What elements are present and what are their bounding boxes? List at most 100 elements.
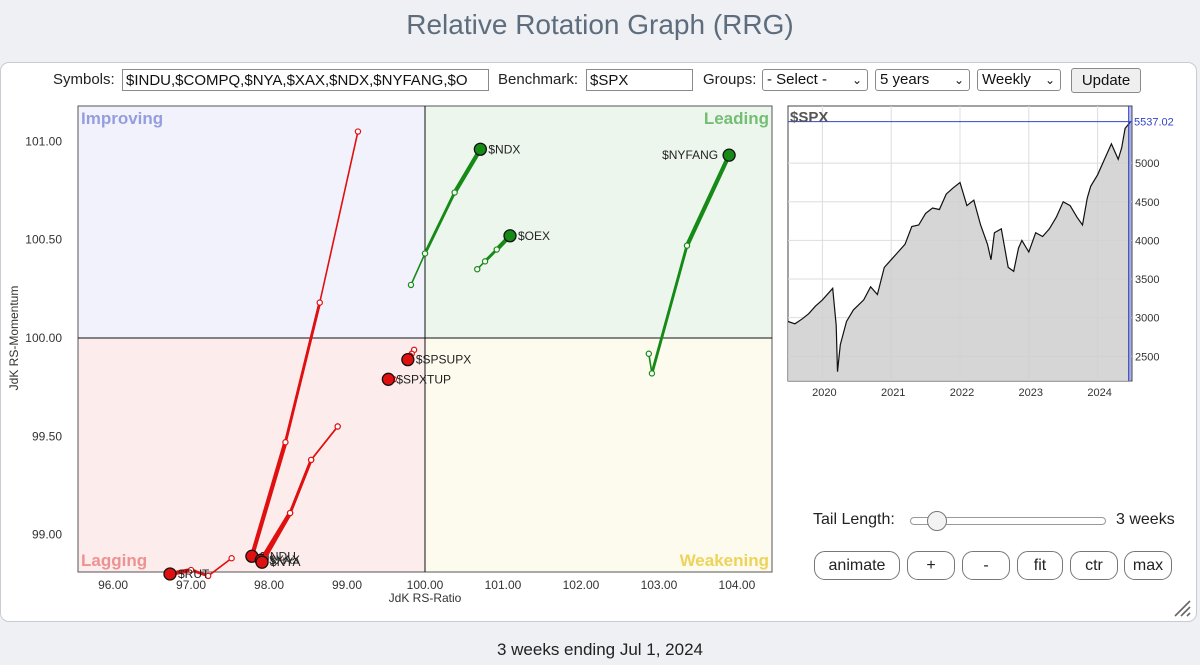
spx-x-tick-label: 2021 bbox=[881, 387, 905, 399]
y-axis-label: JdK RS-Momentum bbox=[7, 286, 21, 391]
y-tick-label: 100.00 bbox=[25, 331, 62, 345]
head-point bbox=[722, 148, 736, 162]
tail-segment bbox=[310, 425, 339, 461]
series-label: $NYA bbox=[270, 555, 300, 569]
spx-x-tick-label: 2020 bbox=[812, 387, 836, 399]
tail-point bbox=[474, 265, 481, 273]
series-label: $RUT bbox=[178, 567, 210, 581]
spx-area bbox=[788, 121, 1131, 381]
tail-point bbox=[481, 258, 489, 265]
x-tick-label: 100.00 bbox=[407, 578, 444, 592]
benchmark-label: Benchmark: bbox=[498, 71, 579, 88]
series-rut: $RUT bbox=[163, 555, 235, 581]
rrg-series: $NDX$OEX$NYFANG$SPSUPX$SPXTUP$INDU$XAX$N… bbox=[163, 128, 736, 581]
head-point bbox=[473, 142, 488, 156]
tail-point bbox=[648, 370, 656, 377]
head-point bbox=[401, 352, 415, 367]
period-select-value: 5 years bbox=[880, 71, 930, 88]
animate-button[interactable]: animate bbox=[814, 551, 900, 580]
tail-point bbox=[407, 281, 415, 289]
max-button[interactable]: max bbox=[1124, 551, 1172, 580]
tail-point bbox=[451, 189, 458, 196]
quadrant-label-weakening: Weakening bbox=[680, 551, 769, 570]
period-caption: 3 weeks ending Jul 1, 2024 bbox=[496, 640, 704, 659]
tail-segment bbox=[249, 440, 288, 559]
series-spsupx: $SPSUPX bbox=[401, 346, 471, 367]
tail-point bbox=[334, 423, 341, 430]
spx-y-tick-label: 4000 bbox=[1135, 235, 1159, 247]
tail-segment bbox=[650, 244, 689, 375]
y-tick-label: 100.50 bbox=[25, 233, 62, 247]
tail-segment bbox=[288, 458, 313, 515]
quadrant-label-improving: Improving bbox=[81, 109, 163, 128]
rrg-axes: 96.00 97.00 98.00 99.00 100.00 101.00 102.00 10… bbox=[7, 134, 756, 605]
y-tick-label: 99.00 bbox=[32, 528, 62, 542]
zoom-out-button[interactable]: - bbox=[962, 551, 1010, 580]
x-tick-label: 98.00 bbox=[254, 578, 284, 592]
tail-point bbox=[228, 555, 235, 562]
spx-last-value-label: 5537.02 bbox=[1134, 117, 1174, 129]
tail-length-slider-handle[interactable] bbox=[926, 511, 947, 531]
x-tick-label: 102.00 bbox=[563, 578, 600, 592]
fit-button[interactable]: fit bbox=[1017, 551, 1063, 580]
chevron-down-icon: ⌄ bbox=[953, 73, 964, 87]
spx-x-tick-label: 2022 bbox=[950, 387, 974, 399]
tail-point bbox=[683, 242, 691, 249]
frequency-select[interactable]: Weekly ⌄ bbox=[977, 69, 1061, 91]
lagging-quadrant bbox=[78, 338, 425, 572]
x-tick-label: 101.00 bbox=[485, 578, 522, 592]
tail-point bbox=[645, 350, 652, 357]
head-point bbox=[381, 372, 396, 386]
page-title: Relative Rotation Graph (RRG) bbox=[406, 9, 794, 40]
spx-x-tick-label: 2024 bbox=[1087, 387, 1111, 399]
tail-point bbox=[187, 566, 195, 574]
spx-cursor-band bbox=[1128, 106, 1132, 381]
series-spxtup: $SPXTUP bbox=[381, 372, 451, 386]
series-label: $SPSUPX bbox=[416, 353, 471, 367]
spx-x-tick-label: 2023 bbox=[1019, 387, 1043, 399]
spx-y-tick-label: 2500 bbox=[1135, 351, 1159, 363]
tail-segment bbox=[207, 557, 233, 577]
tail-segment bbox=[684, 153, 732, 248]
resize-handle-icon[interactable] bbox=[1172, 598, 1192, 618]
y-tick-label: 99.50 bbox=[32, 429, 62, 443]
head-point bbox=[503, 229, 517, 243]
spx-y-tick-label: 4500 bbox=[1135, 197, 1159, 209]
x-tick-label: 99.00 bbox=[332, 578, 362, 592]
zoom-in-button[interactable]: + bbox=[907, 551, 955, 580]
x-tick-label: 104.00 bbox=[719, 578, 756, 592]
quadrant-label-leading: Leading bbox=[704, 109, 769, 128]
update-button[interactable]: Update bbox=[1071, 68, 1141, 93]
tail-point bbox=[286, 509, 294, 517]
series-nya: $NYA bbox=[255, 423, 341, 569]
center-button[interactable]: ctr bbox=[1070, 551, 1118, 580]
x-tick-label: 97.00 bbox=[176, 578, 206, 592]
tail-segment bbox=[259, 510, 293, 565]
tail-point bbox=[307, 456, 315, 464]
groups-select[interactable]: - Select - ⌄ bbox=[762, 69, 868, 91]
tail-length-label: Tail Length: bbox=[813, 511, 895, 528]
series-ndx: $NDX bbox=[407, 142, 520, 289]
benchmark-input[interactable] bbox=[586, 69, 693, 91]
groups-label: Groups: bbox=[703, 71, 757, 88]
tail-segment bbox=[452, 147, 483, 195]
tail-point bbox=[493, 246, 500, 253]
tail-length-slider[interactable] bbox=[910, 511, 1106, 531]
tail-segment bbox=[318, 130, 359, 304]
series-oex: $OEX bbox=[474, 229, 550, 273]
spx-price-line bbox=[787, 121, 1132, 372]
chevron-down-icon: ⌄ bbox=[851, 73, 862, 87]
x-axis-label: JdK RS-Ratio bbox=[389, 591, 462, 605]
symbols-input[interactable] bbox=[122, 69, 489, 91]
frequency-select-value: Weekly bbox=[982, 71, 1031, 88]
head-point bbox=[255, 555, 269, 569]
weakening-quadrant bbox=[425, 338, 772, 572]
spx-title: $SPX bbox=[790, 109, 828, 126]
symbols-label: Symbols: bbox=[53, 71, 115, 88]
period-select[interactable]: 5 years ⌄ bbox=[875, 69, 970, 91]
chevron-down-icon: ⌄ bbox=[1044, 73, 1055, 87]
series-label: $SPXTUP bbox=[396, 372, 451, 386]
groups-select-value: - Select - bbox=[767, 71, 828, 88]
improving-quadrant bbox=[78, 106, 425, 339]
